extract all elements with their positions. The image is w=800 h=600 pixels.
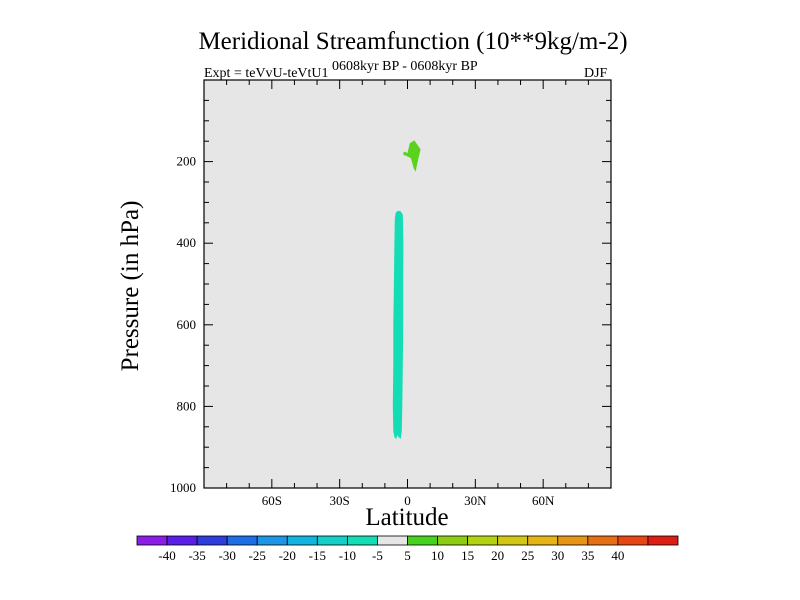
colorbar-swatch: [196, 535, 228, 546]
y-tick-label: 200: [177, 154, 197, 169]
x-axis-label: Latitude: [365, 504, 449, 531]
y-tick-label: 600: [177, 317, 197, 332]
colorbar-swatch: [226, 535, 258, 546]
experiment-label: Expt = teVvU-teVtU1: [204, 66, 329, 81]
colorbar-swatch: [527, 535, 559, 546]
colorbar-swatch: [346, 535, 378, 546]
y-tick-label: 400: [177, 235, 197, 250]
colorbar-label: 40: [611, 548, 624, 563]
y-tick-label: 1000: [170, 480, 196, 495]
colorbar-swatch: [647, 535, 679, 546]
colorbar-swatch: [286, 535, 318, 546]
colorbar-swatch: [316, 535, 348, 546]
colorbar-swatch: [407, 535, 438, 546]
negative-cell-region: [392, 210, 404, 439]
plot-background: [204, 80, 611, 488]
colorbar-label: -5: [372, 548, 383, 563]
colorbar-swatch: [557, 535, 589, 546]
y-tick-label: 800: [177, 398, 197, 413]
x-tick-label: 30S: [330, 493, 350, 508]
colorbar-label: 20: [491, 548, 504, 563]
colorbar-swatch: [467, 535, 499, 546]
colorbar-label: 35: [581, 548, 594, 563]
colorbar-swatch: [166, 535, 198, 546]
season-label: DJF: [584, 66, 608, 81]
colorbar-label: 5: [404, 548, 411, 563]
colorbar-label: 25: [521, 548, 534, 563]
colorbar-swatch: [617, 535, 649, 546]
colorbar-label: -30: [218, 548, 235, 563]
colorbar-swatch: [256, 535, 288, 546]
colorbar-label: -40: [158, 548, 175, 563]
colorbar-label: 10: [431, 548, 444, 563]
colorbar-swatch: [497, 535, 529, 546]
colorbar-label: -10: [339, 548, 356, 563]
colorbar-label: -25: [249, 548, 266, 563]
colorbar-label: 30: [551, 548, 564, 563]
positive-cell-region: [403, 140, 421, 172]
colorbar-swatch: [136, 535, 168, 546]
x-tick-label: 0: [404, 493, 411, 508]
colorbar-swatch: [437, 535, 469, 546]
period-label: 0608kyr BP - 0608kyr BP: [332, 59, 478, 74]
x-tick-label: 30N: [464, 493, 487, 508]
colorbar-swatch: [377, 535, 408, 546]
colorbar-label: -20: [279, 548, 296, 563]
colorbar-label: -15: [309, 548, 326, 563]
chart-title: Meridional Streamfunction (10**9kg/m-2): [198, 28, 628, 55]
colorbar-swatch: [587, 535, 619, 546]
x-tick-label: 60S: [262, 493, 282, 508]
x-tick-label: 60N: [532, 493, 555, 508]
colorbar-label: -35: [188, 548, 205, 563]
colorbar-label: 15: [461, 548, 474, 563]
